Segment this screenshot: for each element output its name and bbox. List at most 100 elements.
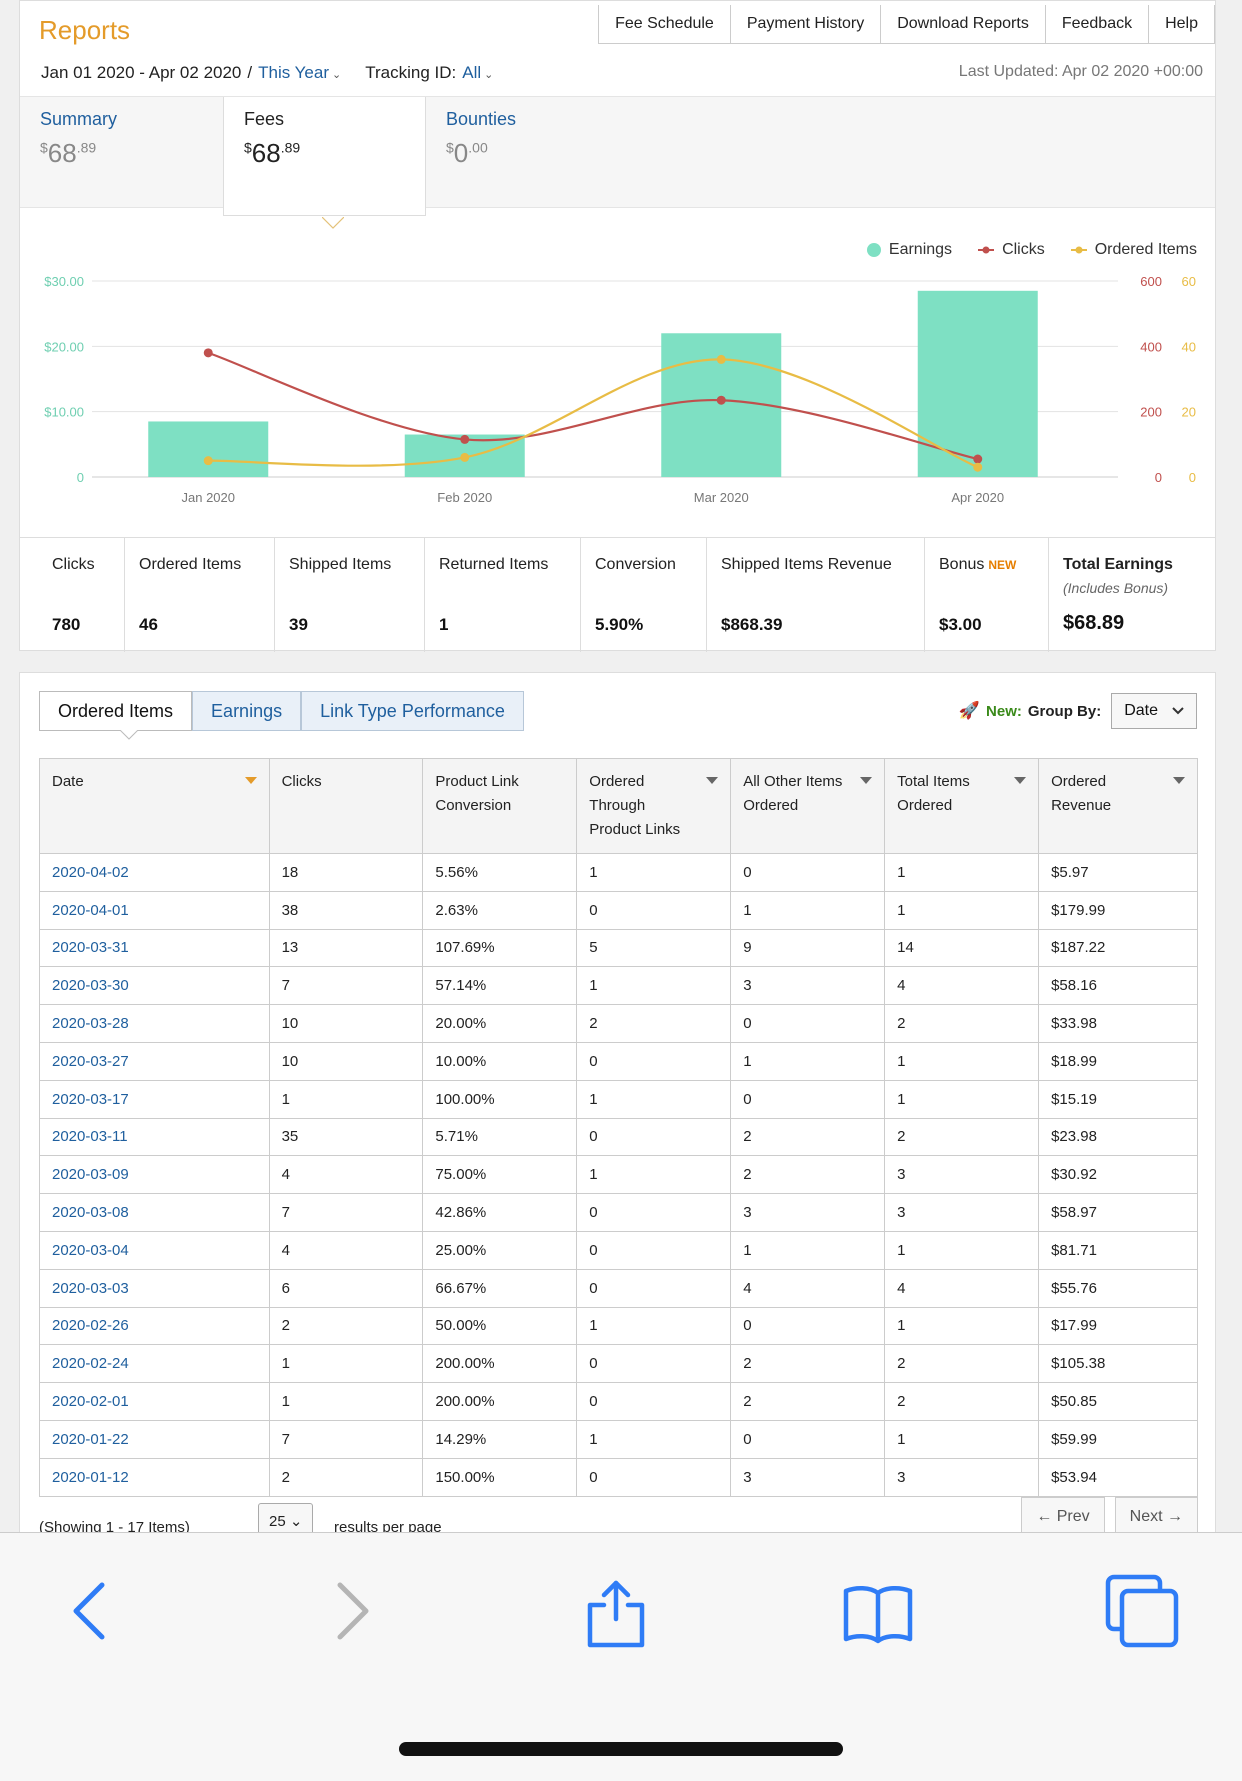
cell-date[interactable]: 2020-03-28 xyxy=(39,1004,270,1043)
earnings-bar[interactable] xyxy=(917,290,1038,477)
bookmarks-icon[interactable] xyxy=(840,1573,916,1649)
tab-label: Fees xyxy=(244,109,285,129)
legend-clicks[interactable]: Clicks xyxy=(978,241,1045,259)
cell-other-items: 2 xyxy=(730,1344,886,1384)
period-dropdown[interactable]: This Year ⌄ xyxy=(258,63,341,83)
cell-date[interactable]: 2020-04-01 xyxy=(39,890,270,930)
tab-bounties[interactable]: Bounties $0.00 xyxy=(426,97,646,209)
cell-clicks: 18 xyxy=(268,853,424,892)
cell-date[interactable]: 2020-03-27 xyxy=(39,1041,270,1081)
date-range: Jan 01 2020 - Apr 02 2020 xyxy=(41,63,242,82)
y-tick-label: 0 xyxy=(77,470,84,485)
cell-total-items: 2 xyxy=(884,1382,1040,1421)
pager: ← Prev Next → xyxy=(1021,1497,1198,1532)
group-by-select[interactable]: Date xyxy=(1111,693,1197,729)
stat-value: $3.00 xyxy=(939,615,982,634)
col-clicks[interactable]: Clicks xyxy=(268,758,424,854)
ordered-items-point[interactable] xyxy=(460,452,470,462)
tab-ordered-items[interactable]: Ordered Items xyxy=(39,691,193,731)
clicks-point[interactable] xyxy=(203,348,213,358)
cell-date[interactable]: 2020-03-09 xyxy=(39,1155,270,1195)
cell-ordered-through: 1 xyxy=(576,1155,732,1195)
tab-fees[interactable]: Fees $68.89 xyxy=(223,97,426,216)
col-all-other-items-ordered[interactable]: All Other Items Ordered xyxy=(730,758,886,854)
help-link[interactable]: Help xyxy=(1148,5,1214,43)
sort-arrow-icon xyxy=(1173,777,1185,784)
cell-date[interactable]: 2020-03-30 xyxy=(39,966,270,1006)
stat-conversion: Conversion 5.90% xyxy=(580,538,706,652)
cell-date[interactable]: 2020-03-17 xyxy=(39,1079,270,1119)
cell-total-items: 4 xyxy=(884,1268,1040,1308)
cell-date[interactable]: 2020-01-22 xyxy=(39,1419,270,1459)
cell-date[interactable]: 2020-02-26 xyxy=(39,1306,270,1346)
clicks-point[interactable] xyxy=(460,434,470,444)
cell-other-items: 9 xyxy=(730,928,886,968)
cell-date[interactable]: 2020-04-02 xyxy=(39,853,270,892)
cell-date[interactable]: 2020-03-31 xyxy=(39,928,270,968)
cell-ordered-through: 0 xyxy=(576,1382,732,1421)
cell-clicks: 35 xyxy=(268,1117,424,1157)
x-tick-label: Feb 2020 xyxy=(437,490,492,505)
tracking-dropdown[interactable]: All ⌄ xyxy=(462,63,493,83)
table-row: 2020-02-24 1 200.00% 0 2 2 $105.38 xyxy=(39,1344,1198,1384)
cell-date[interactable]: 2020-02-01 xyxy=(39,1382,270,1421)
cell-date[interactable]: 2020-03-08 xyxy=(39,1193,270,1232)
cell-clicks: 7 xyxy=(268,966,424,1006)
cell-total-items: 1 xyxy=(884,1041,1040,1081)
share-icon[interactable] xyxy=(578,1573,654,1649)
ordered-items-point[interactable] xyxy=(716,354,726,364)
cell-ordered-through: 5 xyxy=(576,928,732,968)
tabs-icon[interactable] xyxy=(1104,1573,1180,1649)
per-page-select[interactable]: 25 ⌄ xyxy=(258,1503,314,1532)
cell-total-items: 1 xyxy=(884,1306,1040,1346)
cell-revenue: $15.19 xyxy=(1038,1079,1198,1119)
cell-ordered-through: 1 xyxy=(576,1079,732,1119)
stat-label: Ordered Items xyxy=(139,556,242,573)
fee-schedule-link[interactable]: Fee Schedule xyxy=(615,15,714,32)
forward-icon[interactable] xyxy=(314,1573,390,1649)
cell-clicks: 4 xyxy=(268,1230,424,1270)
tab-summary[interactable]: Summary $68.89 xyxy=(20,97,223,209)
y3-tick-label: 40 xyxy=(1182,339,1196,354)
back-icon[interactable] xyxy=(52,1573,128,1649)
cell-ordered-through: 0 xyxy=(576,1344,732,1384)
tab-label: Bounties xyxy=(446,109,517,129)
table-row: 2020-03-27 10 10.00% 0 1 1 $18.99 xyxy=(39,1041,1198,1081)
stat-value: 1 xyxy=(439,615,449,634)
clicks-point[interactable] xyxy=(973,454,983,464)
col-ordered-through-product-links[interactable]: Ordered Through Product Links xyxy=(576,758,732,854)
tab-earnings[interactable]: Earnings xyxy=(192,691,302,731)
stat-value: 39 xyxy=(289,615,308,634)
col-total-items-ordered[interactable]: Total Items Ordered xyxy=(884,758,1040,854)
feedback-link[interactable]: Feedback xyxy=(1044,5,1148,43)
col-date[interactable]: Date xyxy=(39,758,270,854)
cell-conversion: 150.00% xyxy=(422,1457,578,1497)
cell-other-items: 3 xyxy=(730,1457,886,1497)
cell-date[interactable]: 2020-01-12 xyxy=(39,1457,270,1497)
cell-conversion: 10.00% xyxy=(422,1041,578,1081)
circle-icon xyxy=(866,243,881,257)
cell-date[interactable]: 2020-03-03 xyxy=(39,1268,270,1308)
period-label: This Year xyxy=(258,63,330,82)
prev-button[interactable]: ← Prev xyxy=(1021,1497,1105,1532)
clicks-point[interactable] xyxy=(716,395,726,405)
col-product-link-conversion[interactable]: Product Link Conversion xyxy=(422,758,578,854)
cell-date[interactable]: 2020-02-24 xyxy=(39,1344,270,1384)
payment-history-link[interactable]: Payment History xyxy=(729,5,880,43)
legend-earnings[interactable]: Earnings xyxy=(866,241,952,259)
showing-count: (Showing 1 - 17 Items) xyxy=(39,1519,190,1532)
cell-revenue: $30.92 xyxy=(1038,1155,1198,1195)
cell-date[interactable]: 2020-03-04 xyxy=(39,1230,270,1270)
col-ordered-revenue[interactable]: Ordered Revenue xyxy=(1038,758,1198,854)
download-reports-link[interactable]: Download Reports xyxy=(880,5,1045,43)
ordered-items-point[interactable] xyxy=(203,456,213,466)
cell-total-items: 1 xyxy=(884,853,1040,892)
browser-toolbar xyxy=(0,1532,1242,1781)
tab-link-type-performance[interactable]: Link Type Performance xyxy=(301,691,524,731)
cell-clicks: 1 xyxy=(268,1344,424,1384)
earnings-bar[interactable] xyxy=(148,421,269,477)
next-button[interactable]: Next → xyxy=(1114,1497,1198,1532)
legend-ordered-items[interactable]: Ordered Items xyxy=(1070,241,1197,259)
ordered-items-point[interactable] xyxy=(973,462,983,472)
cell-date[interactable]: 2020-03-11 xyxy=(39,1117,270,1157)
